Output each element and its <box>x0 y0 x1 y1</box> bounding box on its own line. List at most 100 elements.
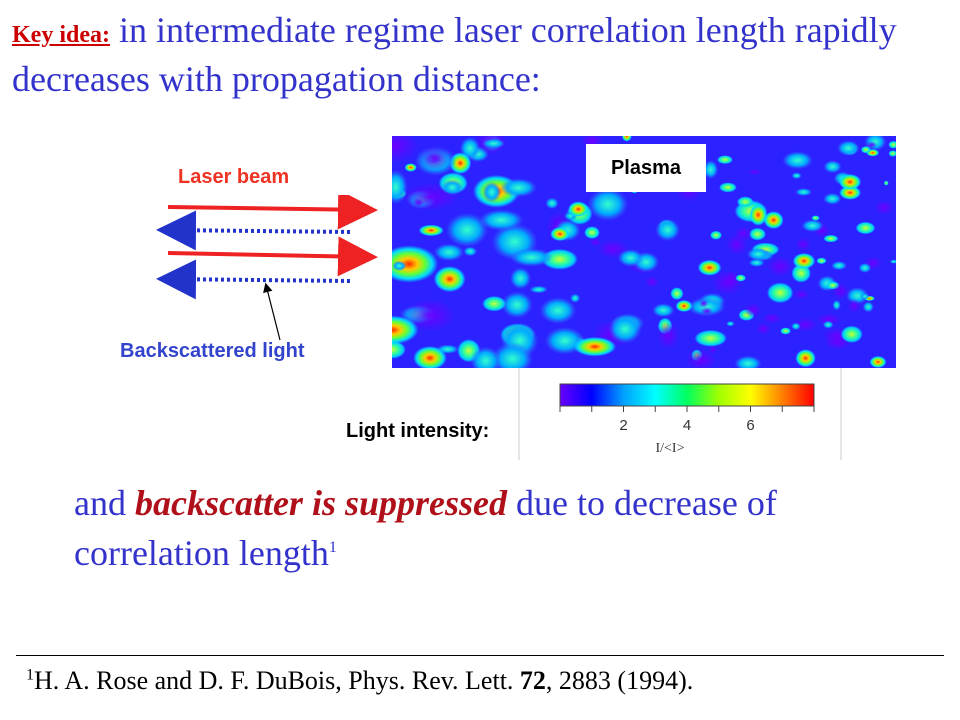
intensity-speckle <box>874 200 894 215</box>
intensity-speckle <box>589 237 602 247</box>
intensity-speckle <box>392 315 419 345</box>
intensity-speckle <box>479 209 524 231</box>
intensity-speckle <box>568 201 589 217</box>
intensity-speckle <box>719 182 737 193</box>
intensity-speckle <box>747 168 762 175</box>
intensity-speckle <box>404 163 417 172</box>
intensity-speckle <box>763 211 784 229</box>
conclusion-after: due to decrease of correlation length <box>74 483 777 573</box>
intensity-speckle <box>888 140 896 149</box>
intensity-speckle <box>780 327 791 335</box>
intensity-speckle <box>392 245 439 283</box>
intensity-speckle <box>855 221 876 235</box>
colorbar-tick-label: 2 <box>619 417 627 434</box>
intensity-blobs <box>392 136 896 368</box>
colorbar: 2 4 6 I/<I> <box>518 368 842 460</box>
footnote-reference: 1H. A. Rose and D. F. DuBois, Phys. Rev.… <box>26 666 693 696</box>
intensity-speckle <box>737 196 754 208</box>
intensity-speckle <box>470 346 501 368</box>
intensity-speckle <box>419 145 450 171</box>
intensity-speckle <box>761 313 783 324</box>
intensity-speckle <box>866 141 878 149</box>
title-text: in intermediate regime laser correlation… <box>12 10 897 99</box>
laser-beam-arrow-2 <box>167 236 378 277</box>
intensity-speckle <box>501 291 533 319</box>
intensity-speckle <box>791 172 802 179</box>
intensity-speckle <box>509 267 532 290</box>
intensity-speckle <box>392 340 406 359</box>
intensity-speckle <box>539 297 577 324</box>
intensity-speckle <box>734 355 762 368</box>
intensity-speckle <box>734 226 753 241</box>
intensity-speckle <box>889 259 896 264</box>
intensity-speckle <box>392 169 408 205</box>
intensity-speckle <box>822 320 834 329</box>
backscattered-light-label: Backscattered light <box>120 340 305 362</box>
footnote-number: 1 <box>26 666 34 684</box>
intensity-speckle <box>823 193 842 205</box>
intensity-speckle <box>816 313 842 326</box>
intensity-speckle <box>587 187 629 221</box>
intensity-speckle <box>839 185 861 200</box>
intensity-speckle <box>862 301 874 313</box>
footnote-divider <box>16 655 944 656</box>
intensity-speckle <box>795 188 812 196</box>
intensity-hotspot <box>838 174 862 190</box>
intensity-speckle <box>570 293 581 303</box>
intensity-speckle <box>883 180 889 186</box>
intensity-speckle <box>816 257 827 264</box>
intensity-speckle <box>617 249 644 267</box>
intensity-speckle <box>795 237 812 252</box>
intensity-speckle <box>509 248 553 267</box>
slide-title: Key idea: in intermediate regime laser c… <box>12 8 942 101</box>
intensity-speckle <box>670 287 684 300</box>
intensity-speckle <box>831 261 847 271</box>
intensity-speckle <box>573 337 617 357</box>
intensity-speckle <box>749 204 768 226</box>
intensity-speckle <box>888 150 896 157</box>
intensity-speckle <box>584 226 600 239</box>
footnote-authors: H. A. Rose and D. F. DuBois, Phys. Rev. … <box>34 666 520 695</box>
intensity-speckle <box>413 197 424 208</box>
intensity-speckle <box>491 342 533 368</box>
intensity-speckle <box>652 303 675 318</box>
conclusion-before: and <box>74 483 135 523</box>
laser-beam-arrow-1 <box>167 195 378 230</box>
intensity-speckle <box>755 322 771 336</box>
intensity-speckle <box>795 349 816 368</box>
intensity-speckle <box>392 136 419 163</box>
intensity-speckle <box>463 246 478 257</box>
colorbar-axis-label: I/<I> <box>655 441 684 456</box>
intensity-speckle <box>418 224 444 237</box>
colorbar-ticks: 2 4 6 <box>559 406 815 434</box>
intensity-speckle <box>700 307 713 316</box>
intensity-speckle <box>655 218 680 242</box>
intensity-speckle <box>545 197 559 209</box>
intensity-speckle <box>433 243 465 261</box>
intensity-speckle <box>823 160 842 174</box>
intensity-speckle <box>608 314 642 344</box>
intensity-speckle <box>685 349 717 368</box>
intensity-speckle <box>442 179 463 196</box>
intensity-speckle <box>766 256 794 277</box>
intensity-speckle <box>858 262 872 273</box>
footnote-pages-year: , 2883 (1994). <box>545 666 694 695</box>
intensity-speckle <box>793 289 810 300</box>
intensity-speckle <box>749 227 766 241</box>
intensity-speckle <box>782 151 813 170</box>
intensity-speckle <box>847 298 861 314</box>
footnote-volume: 72 <box>519 666 546 695</box>
intensity-speckle <box>860 146 871 154</box>
intensity-speckle <box>791 322 801 330</box>
light-intensity-label: Light intensity: <box>346 420 490 442</box>
intensity-speckle <box>621 136 632 142</box>
intensity-hotspot <box>413 346 447 368</box>
intensity-speckle <box>703 160 719 179</box>
footnote-marker: 1 <box>328 539 337 556</box>
intensity-speckle <box>482 181 501 203</box>
intensity-hotspot <box>792 253 816 269</box>
intensity-speckle <box>725 270 738 287</box>
intensity-speckle <box>433 266 466 293</box>
intensity-speckle <box>482 296 507 312</box>
intensity-speckle <box>644 276 660 288</box>
